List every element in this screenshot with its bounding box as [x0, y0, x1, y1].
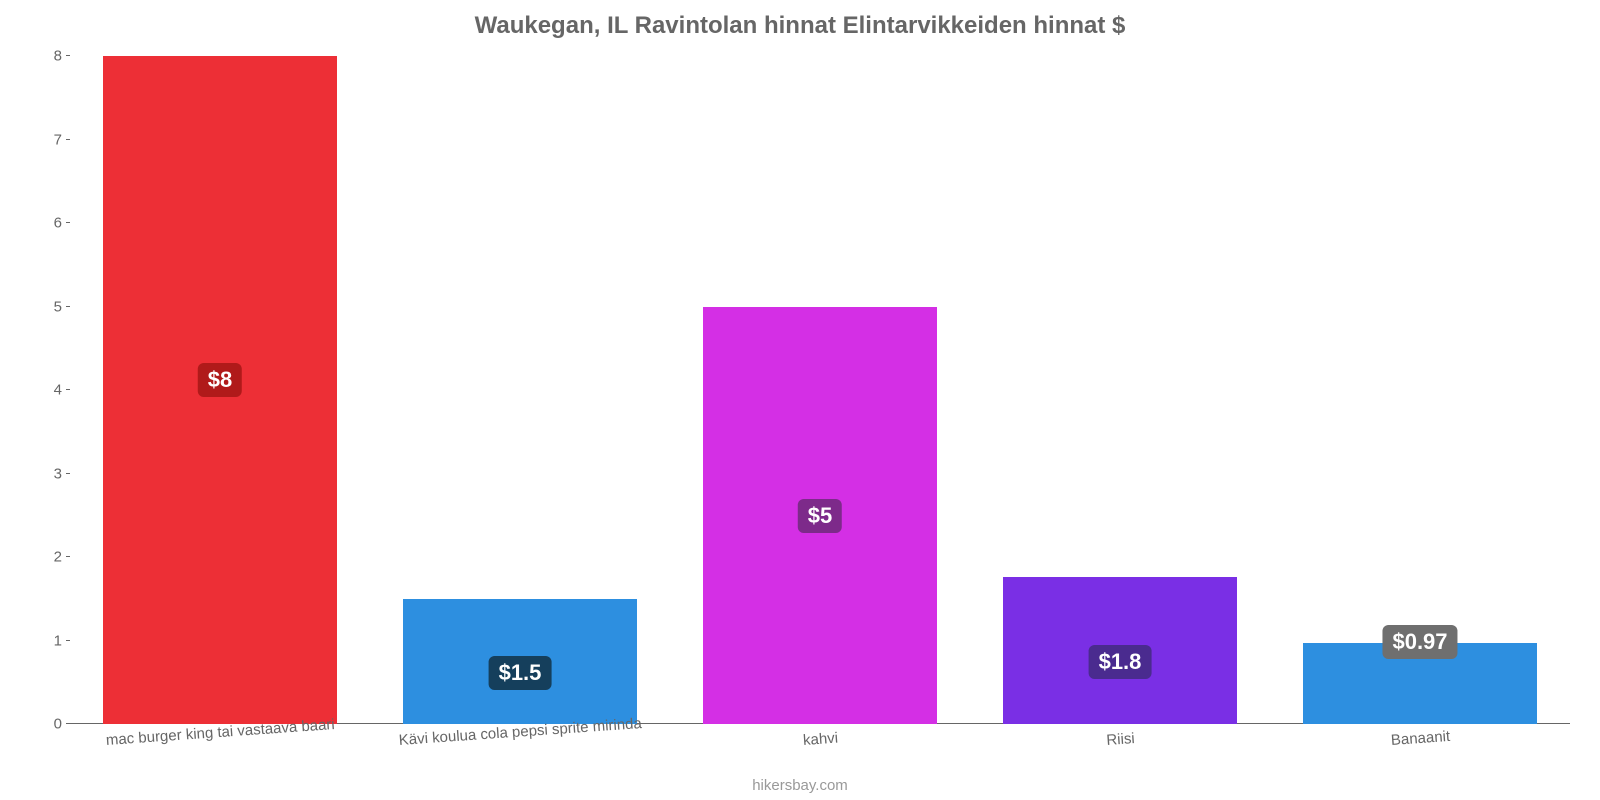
- y-tick-label: 2: [54, 549, 70, 566]
- y-tick-label: 5: [54, 298, 70, 315]
- bar: $1.8: [1003, 577, 1237, 724]
- x-label-slot: mac burger king tai vastaava baari: [70, 732, 370, 772]
- y-tick-label: 7: [54, 131, 70, 148]
- bar: $0.97: [1303, 643, 1537, 724]
- chart-title: Waukegan, IL Ravintolan hinnat Elintarvi…: [0, 12, 1600, 40]
- y-tick-label: 8: [54, 48, 70, 65]
- value-badge: $0.97: [1382, 625, 1457, 659]
- y-tick-label: 6: [54, 215, 70, 232]
- x-label-slot: Riisi: [970, 732, 1270, 772]
- bar: $5: [703, 307, 937, 725]
- bar-slot: $0.97: [1270, 56, 1570, 724]
- price-bar-chart: Waukegan, IL Ravintolan hinnat Elintarvi…: [0, 0, 1600, 800]
- bar-slot: $1.5: [370, 56, 670, 724]
- x-label-slot: Kävi koulua cola pepsi sprite mirinda: [370, 732, 670, 772]
- x-axis-labels: mac burger king tai vastaava baariKävi k…: [70, 732, 1570, 772]
- y-tick-label: 0: [54, 716, 70, 733]
- value-badge: $5: [798, 499, 842, 533]
- x-axis-label: Banaanit: [1390, 728, 1450, 749]
- plot-area: 012345678 $8$1.5$5$1.8$0.97: [70, 56, 1570, 724]
- value-badge: $8: [198, 363, 242, 397]
- bar-slot: $8: [70, 56, 370, 724]
- y-tick-label: 4: [54, 382, 70, 399]
- bar: $8: [103, 56, 337, 724]
- bar-slot: $5: [670, 56, 970, 724]
- y-tick-label: 1: [54, 632, 70, 649]
- x-label-slot: Banaanit: [1270, 732, 1570, 772]
- x-axis-label: kahvi: [802, 730, 838, 749]
- bar-slot: $1.8: [970, 56, 1270, 724]
- x-label-slot: kahvi: [670, 732, 970, 772]
- value-badge: $1.5: [489, 656, 552, 690]
- bar: $1.5: [403, 599, 637, 724]
- bars-container: $8 $1.5 $5 $1.8 $0.97: [70, 56, 1570, 724]
- credit-text: hikersbay.com: [0, 777, 1600, 794]
- y-tick-label: 3: [54, 465, 70, 482]
- value-badge: $1.8: [1089, 645, 1152, 679]
- x-axis-label: Riisi: [1106, 730, 1135, 749]
